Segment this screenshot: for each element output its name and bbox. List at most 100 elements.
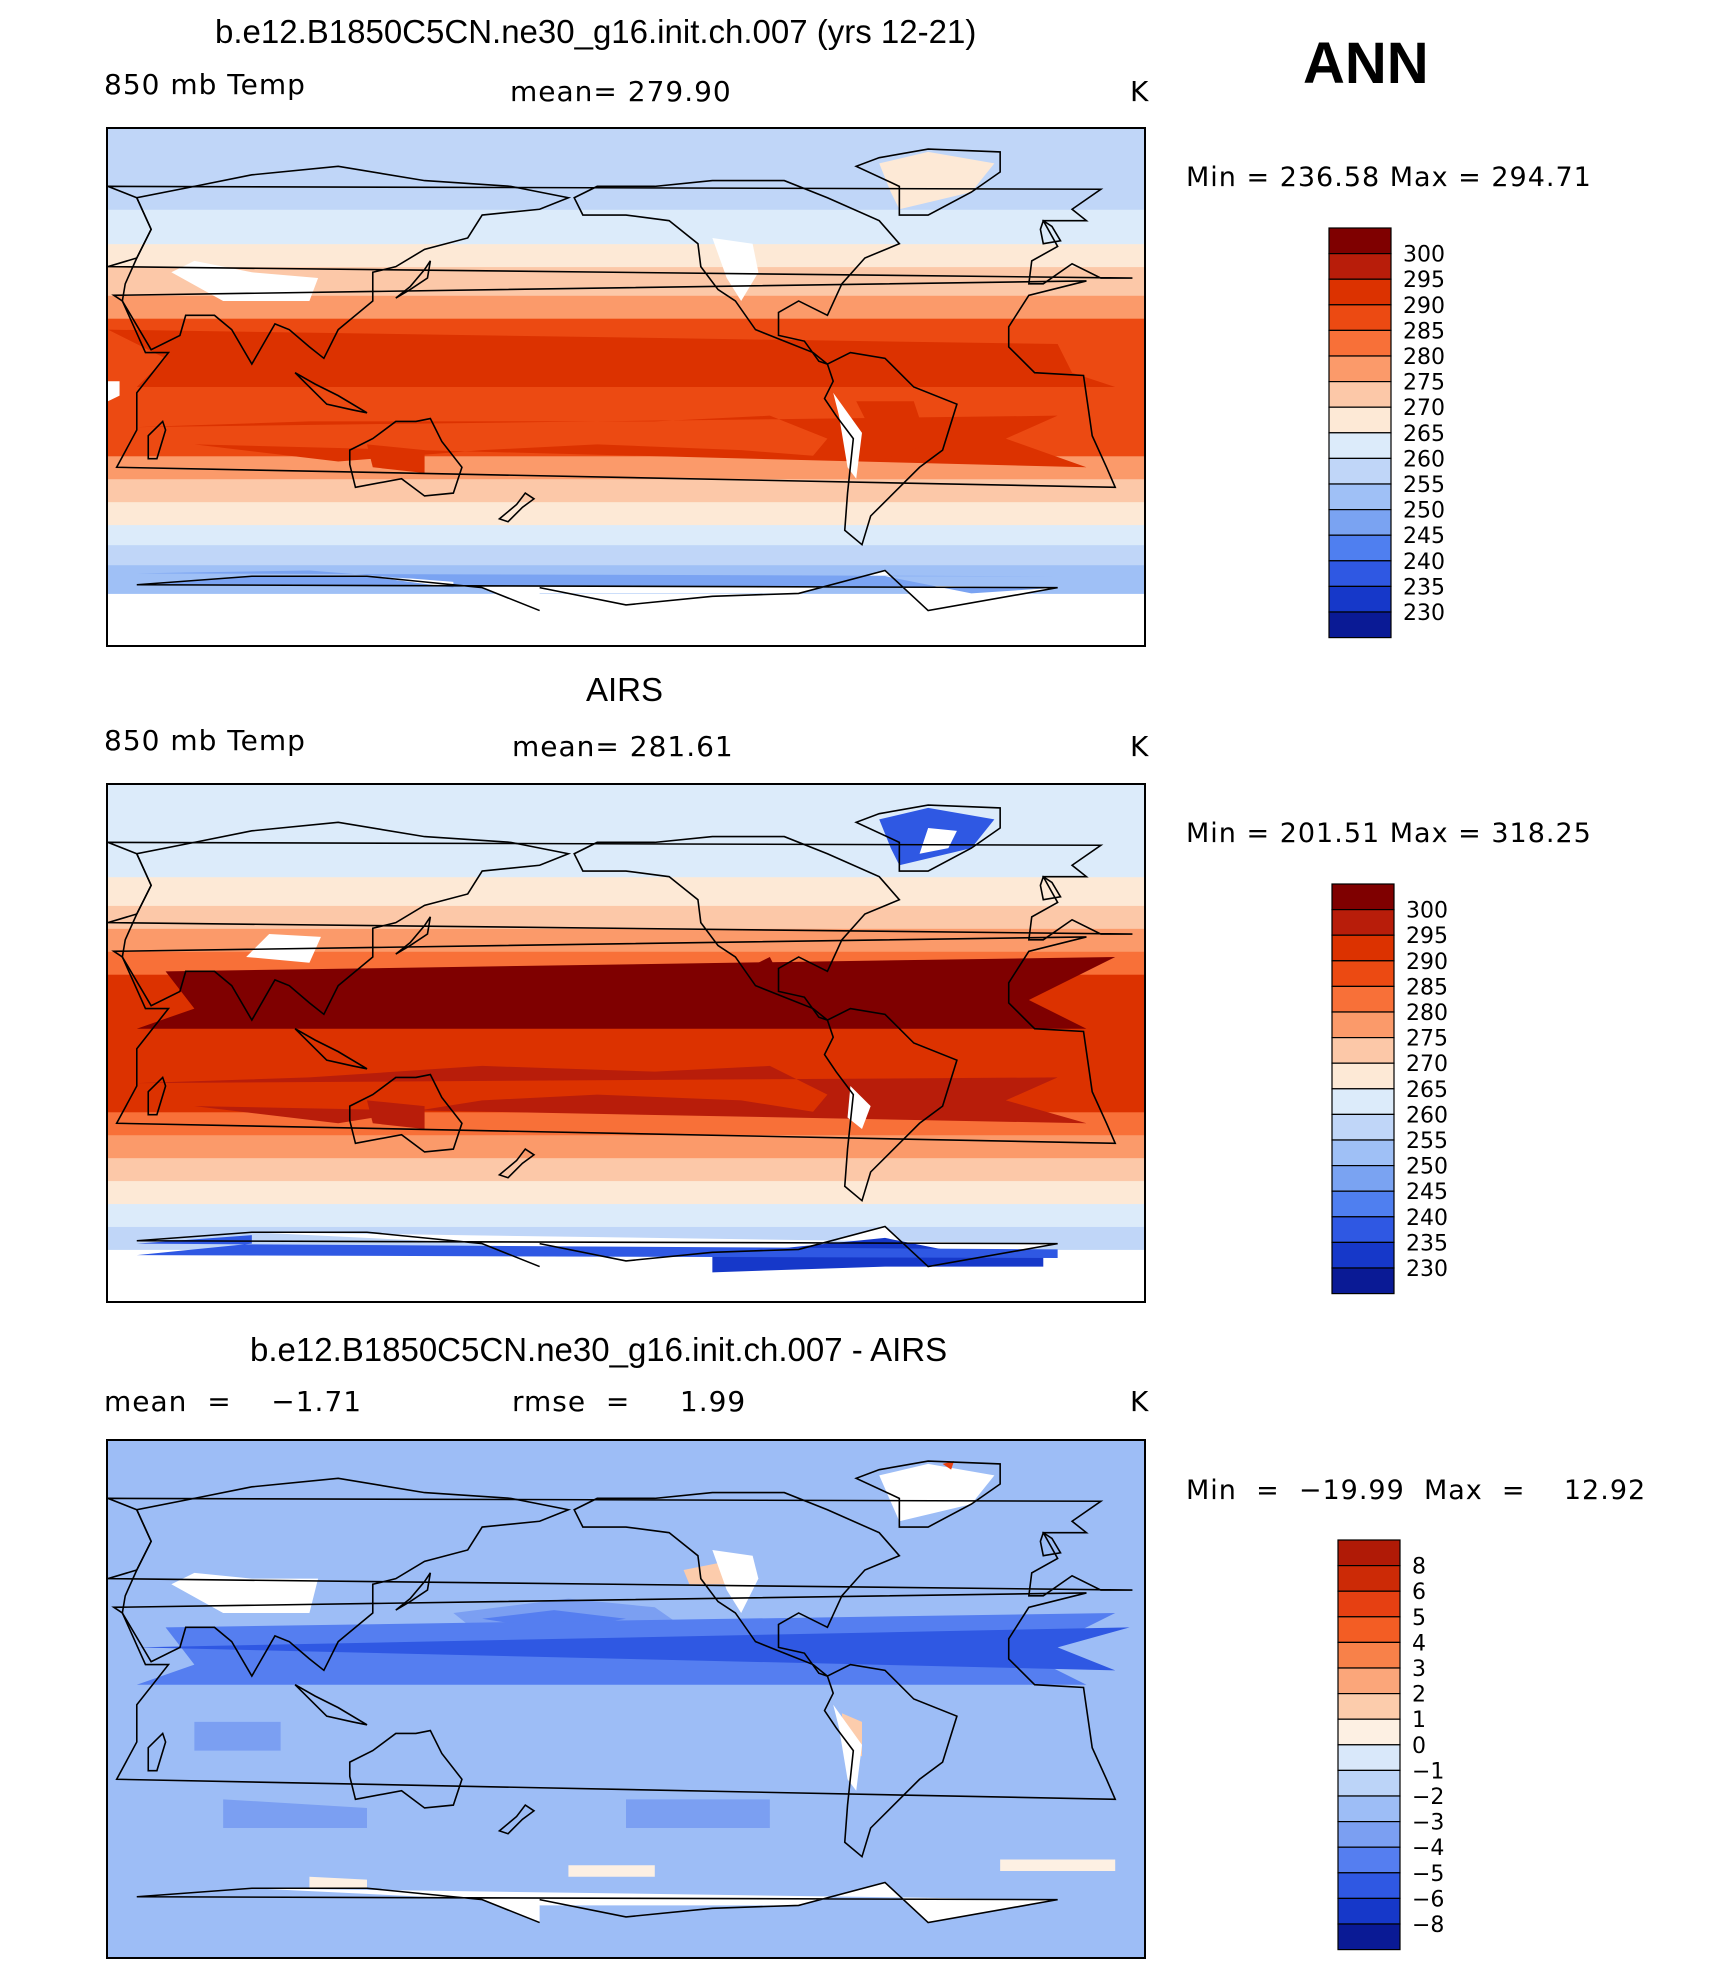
panel1-variable-label: 850 mb Temp xyxy=(104,68,306,101)
panel1-colorbar: 300 295 290 285 280 275 270 265 260 255 250 245 240 2… xyxy=(1328,227,1489,643)
colorbar-level-label: 290 xyxy=(1406,950,1448,975)
colorbar-swatch xyxy=(1328,560,1392,587)
masked-terrain xyxy=(171,260,319,301)
panel1-map xyxy=(106,127,1146,647)
colorbar-level-label: 285 xyxy=(1406,975,1448,1000)
colorbar-level-label: 5 xyxy=(1412,1606,1426,1631)
masked-terrain xyxy=(108,381,120,402)
colorbar-level-label: 245 xyxy=(1403,524,1445,549)
panel2-mean-label: mean= 281.61 xyxy=(512,730,734,763)
colorbar-swatch xyxy=(1337,1641,1401,1669)
coastline xyxy=(121,1477,572,1678)
field-contour xyxy=(1000,1859,1116,1871)
colorbar-level-label: −8 xyxy=(1412,1913,1444,1938)
colorbar-level-label: 260 xyxy=(1403,447,1445,472)
latitude-band xyxy=(108,928,1144,952)
warm-anomaly xyxy=(367,444,425,474)
colorbar-swatch xyxy=(1337,1616,1401,1644)
colorbar-level-label: −1 xyxy=(1412,1759,1444,1784)
coastline xyxy=(823,351,958,547)
coastline xyxy=(854,1460,1001,1528)
colorbar-swatch xyxy=(1331,1011,1395,1039)
coastline xyxy=(147,1075,167,1116)
latitude-band xyxy=(108,295,1144,319)
colorbar-level-label: 255 xyxy=(1406,1129,1448,1154)
colorbar-level-label: 265 xyxy=(1406,1078,1448,1103)
panel2-map-svg xyxy=(108,785,1144,1301)
colorbar-swatch xyxy=(1328,432,1392,460)
colorbar-level-label: 280 xyxy=(1403,345,1445,370)
panel1-minmax-label: Min = 236.58 Max = 294.71 xyxy=(1186,162,1592,193)
colorbar-swatch xyxy=(1337,1769,1401,1797)
panel1-colorbar-svg: 3002952902852802752702652602552502452402… xyxy=(1328,227,1445,639)
latitude-band xyxy=(108,180,1144,210)
coastline xyxy=(136,1225,1058,1268)
latitude-band xyxy=(108,905,1144,929)
no-data-region xyxy=(919,827,957,854)
latitude-band xyxy=(108,544,1144,566)
panel2-units-label: K xyxy=(1130,730,1150,763)
coastline xyxy=(1039,1531,1062,1557)
masked-terrain xyxy=(171,1572,319,1613)
panel1-units-label: K xyxy=(1130,75,1150,108)
panel3-map-svg xyxy=(108,1441,1144,1957)
latitude-band xyxy=(108,842,1144,878)
field-contour xyxy=(482,1610,626,1631)
panel2-title: AIRS xyxy=(586,671,664,708)
coastline xyxy=(348,417,463,497)
coastline xyxy=(121,165,572,366)
panel1-map-svg xyxy=(108,129,1144,645)
colorbar-level-label: 240 xyxy=(1403,550,1445,575)
colorbar-level-label: 230 xyxy=(1406,1257,1448,1282)
panel2-colorbar-svg: 3002952902852802752702652602552502452402… xyxy=(1331,883,1448,1295)
coastline xyxy=(147,419,167,460)
latitude-band xyxy=(108,785,1144,843)
warm-anomaly xyxy=(136,956,1116,1029)
warm-region xyxy=(879,151,995,210)
field-contour xyxy=(683,1561,727,1585)
panel3-minmax-label: Min = −19.99 Max = 12.92 xyxy=(1186,1475,1647,1506)
coastline xyxy=(497,1148,536,1179)
colorbar-swatch xyxy=(1331,909,1395,936)
colorbar-swatch xyxy=(1328,355,1392,383)
colorbar-swatch xyxy=(1328,329,1392,357)
colorbar-level-label: 8 xyxy=(1412,1555,1426,1580)
panel3-mean-label: mean = −1.71 xyxy=(104,1385,363,1418)
colorbar-level-label: 4 xyxy=(1412,1631,1426,1656)
latitude-band xyxy=(108,501,1144,526)
colorbar-swatch xyxy=(1331,1088,1395,1116)
latitude-band xyxy=(108,876,1144,906)
colorbar-swatch xyxy=(1328,611,1392,639)
colorbar-swatch xyxy=(1337,1795,1401,1823)
colorbar-level-label: −5 xyxy=(1412,1862,1444,1887)
coastline xyxy=(1039,875,1062,901)
colorbar-swatch xyxy=(1331,1165,1395,1192)
colorbar-swatch xyxy=(1328,253,1392,280)
colorbar-level-label: 250 xyxy=(1406,1155,1448,1180)
colorbar-swatch xyxy=(1331,1267,1395,1295)
colorbar-swatch xyxy=(1331,1216,1395,1243)
colorbar-level-label: 285 xyxy=(1403,319,1445,344)
colorbar-level-label: 300 xyxy=(1403,243,1445,268)
colorbar-swatch xyxy=(1328,406,1392,434)
season-label: ANN xyxy=(1303,31,1429,96)
coastline xyxy=(121,821,572,1022)
colorbar-swatch xyxy=(1328,278,1392,306)
colorbar-swatch xyxy=(1328,509,1392,536)
panel2-map xyxy=(106,783,1146,1303)
field-contour xyxy=(309,1876,367,1889)
colorbar-swatch xyxy=(1337,1693,1401,1720)
coastline xyxy=(854,148,1001,216)
latitude-band xyxy=(108,1157,1144,1182)
colorbar-level-label: 260 xyxy=(1406,1103,1448,1128)
colorbar-swatch xyxy=(1331,1190,1395,1218)
colorbar-level-label: 230 xyxy=(1403,601,1445,626)
colorbar-swatch xyxy=(1337,1565,1401,1592)
cold-region xyxy=(136,1235,1058,1259)
masked-terrain xyxy=(833,392,862,479)
coastline xyxy=(348,1073,463,1153)
colorbar-swatch xyxy=(1331,960,1395,988)
colorbar-swatch xyxy=(1331,1139,1395,1167)
panel1-mean-label: mean= 279.90 xyxy=(510,75,732,108)
latitude-band xyxy=(108,593,1144,645)
